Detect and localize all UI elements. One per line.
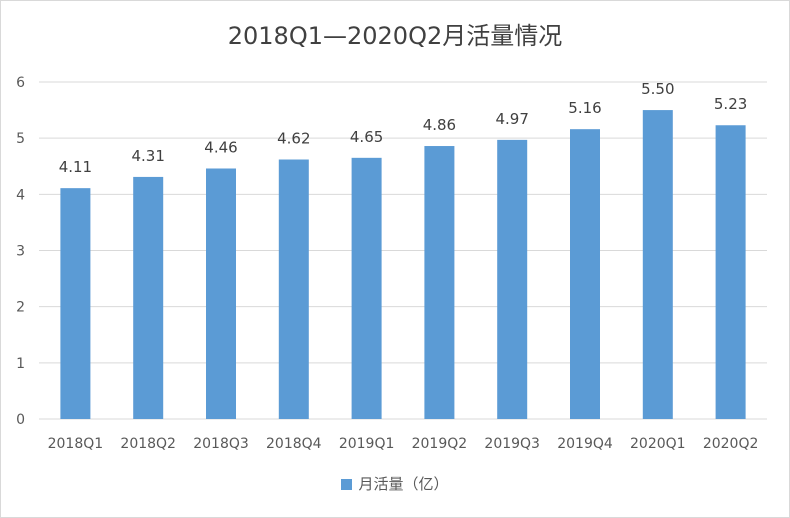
- y-axis-ticks: 0 1 2 3 4 5 6: [16, 75, 25, 428]
- data-label: 4.62: [277, 130, 310, 148]
- y-tick-label: 0: [16, 412, 25, 428]
- data-label: 5.23: [714, 95, 747, 113]
- x-tick-label: 2019Q3: [484, 436, 540, 452]
- bar: [351, 157, 382, 419]
- bar: [424, 146, 455, 419]
- x-tick-label: 2020Q1: [630, 436, 686, 452]
- y-tick-label: 3: [16, 244, 25, 260]
- data-label: 4.31: [131, 147, 164, 165]
- x-tick-label: 2020Q2: [703, 436, 759, 452]
- bar: [133, 176, 164, 419]
- legend-swatch: [341, 479, 353, 490]
- bar: [642, 110, 673, 419]
- data-label: 4.86: [423, 116, 456, 134]
- data-label: 4.97: [495, 110, 528, 128]
- x-tick-label: 2018Q2: [120, 436, 176, 452]
- x-tick-label: 2019Q4: [557, 436, 613, 452]
- y-tick-label: 6: [16, 75, 25, 91]
- x-tick-label: 2018Q4: [266, 436, 322, 452]
- y-tick-label: 1: [16, 356, 25, 372]
- x-tick-label: 2019Q2: [412, 436, 468, 452]
- data-label: 4.46: [204, 138, 237, 156]
- bar: [570, 129, 600, 419]
- bar: [715, 125, 746, 419]
- data-labels: 4.11 4.31 4.46 4.62 4.65 4.86 4.97 5.16 5.50 5.23: [59, 80, 748, 176]
- chart-title: 2018Q1—2020Q2月活量情况: [227, 22, 563, 50]
- bar: [206, 168, 236, 419]
- bar: [497, 139, 528, 419]
- legend-label: 月活量（亿）: [358, 475, 449, 493]
- data-label: 5.50: [641, 80, 674, 98]
- bar: [278, 159, 309, 419]
- legend: 月活量（亿）: [1, 473, 789, 494]
- data-label: 5.16: [568, 99, 601, 117]
- bar: [60, 188, 91, 419]
- data-label: 4.65: [350, 128, 383, 146]
- x-tick-label: 2018Q3: [193, 436, 249, 452]
- y-tick-label: 5: [16, 131, 25, 147]
- data-label: 4.11: [59, 158, 92, 176]
- x-tick-label: 2018Q1: [48, 436, 104, 452]
- x-axis-ticks: 2018Q1 2018Q2 2018Q3 2018Q4 2019Q1 2019Q2 2019…: [48, 436, 759, 452]
- bars: [60, 110, 746, 419]
- x-tick-label: 2019Q1: [339, 436, 395, 452]
- y-tick-label: 4: [16, 187, 25, 203]
- y-tick-label: 2: [16, 300, 25, 316]
